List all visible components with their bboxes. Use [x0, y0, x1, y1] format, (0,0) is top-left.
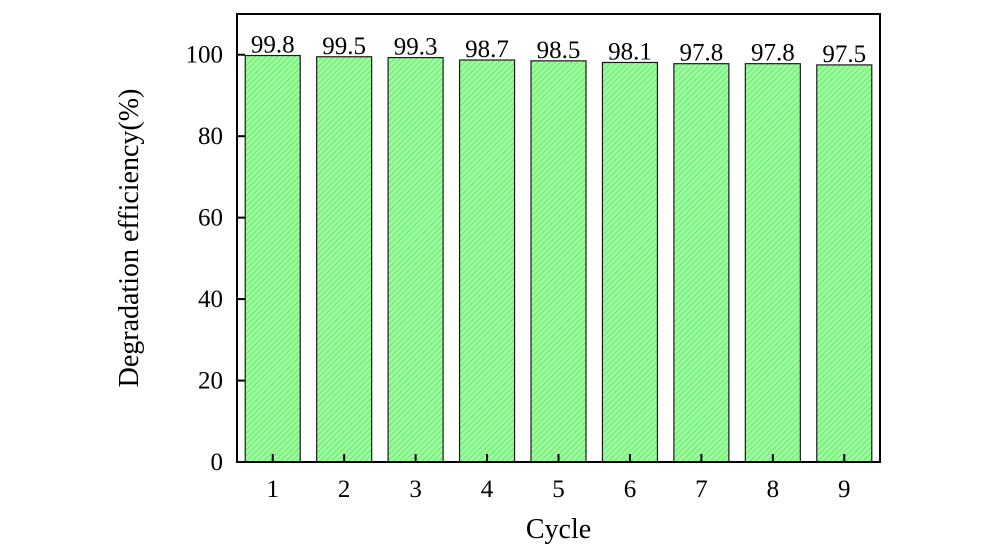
bar-value-label-5: 98.5 — [537, 37, 581, 64]
y-axis-ticks: 0 20 40 60 80 100 — [186, 42, 245, 476]
bar-value-label-9: 97.5 — [822, 41, 866, 68]
x-tick-label: 3 — [409, 476, 422, 503]
y-tick-label: 0 — [211, 449, 224, 476]
y-tick-label: 60 — [198, 205, 223, 232]
bar-value-label-6: 98.1 — [608, 38, 652, 65]
bar-cycle-4 — [458, 59, 516, 463]
bar-cycle-5 — [530, 60, 587, 463]
bars — [244, 54, 873, 463]
bar-value-label-1: 99.8 — [251, 32, 295, 59]
x-tick-label: 5 — [552, 476, 565, 503]
x-axis-ticks: 1 2 3 4 5 6 7 8 9 — [266, 454, 851, 503]
x-tick-label: 2 — [338, 476, 351, 503]
bar-cycle-9 — [816, 64, 873, 463]
bar-cycle-8 — [744, 63, 801, 463]
bar-cycle-6 — [601, 61, 659, 463]
x-axis-title: Cycle — [526, 514, 591, 545]
bar-cycle-2 — [316, 56, 373, 463]
x-tick-label: 6 — [624, 476, 637, 503]
x-tick-label: 8 — [767, 476, 780, 503]
bar-cycle-3 — [387, 56, 444, 463]
y-tick-label: 40 — [198, 286, 223, 313]
y-axis-title: Degradation efficiency(%) — [114, 89, 145, 388]
y-tick-label: 20 — [198, 368, 223, 395]
bar-value-label-4: 98.7 — [465, 36, 509, 63]
x-tick-label: 4 — [481, 476, 494, 503]
bar-cycle-7 — [673, 63, 730, 463]
x-tick-label: 9 — [838, 476, 851, 503]
x-tick-label: 1 — [266, 476, 279, 503]
bar-value-label-3: 99.3 — [394, 34, 438, 61]
x-tick-label: 7 — [695, 476, 708, 503]
y-tick-label: 80 — [198, 123, 223, 150]
bar-value-label-2: 99.5 — [322, 33, 366, 60]
y-tick-label: 100 — [186, 42, 224, 69]
bar-value-label-8: 97.8 — [751, 40, 795, 67]
bar-value-label-7: 97.8 — [680, 40, 724, 67]
bar-cycle-1 — [244, 54, 301, 463]
bar-value-labels: 99.8 99.5 99.3 98.7 98.5 98.1 97.8 97.8 97.5 — [251, 32, 866, 68]
